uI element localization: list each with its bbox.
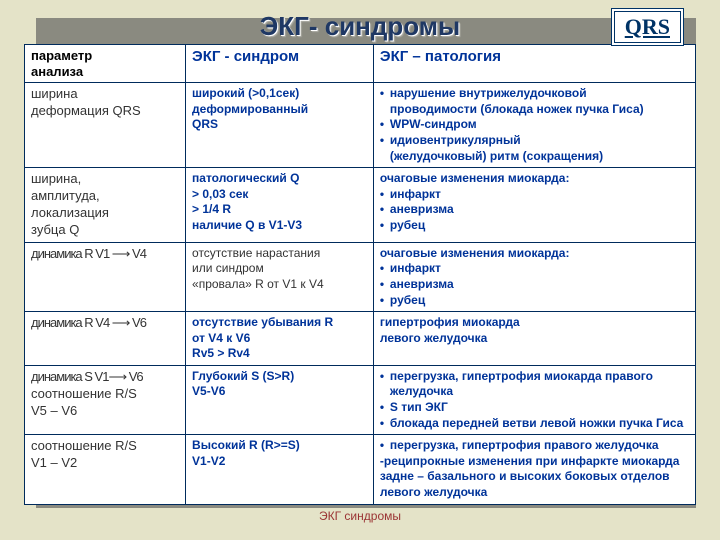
list-item: рубец [380, 293, 689, 309]
page-title: ЭКГ- синдромы [260, 11, 461, 42]
txt: V1-V2 [192, 454, 225, 468]
txt: проводимости (блокада ножек пучка Гиса) [390, 102, 644, 116]
list-item: S тип ЭКГ [380, 400, 689, 416]
txt: задне – базального и высоких боковых отд… [380, 469, 670, 483]
txt: очаговые изменения миокарда: [380, 246, 570, 260]
cell-param: динамика R V4 ⟶ V6 [25, 312, 186, 366]
cell-syndrome: широкий (>0,1сек) деформированный QRS [186, 83, 374, 168]
txt: отсутствие убывания R [192, 315, 333, 329]
txt: (желудочковый) ритм (сокращения) [390, 149, 603, 163]
list-item: рубец [380, 218, 689, 234]
txt: > 1/4 R [192, 202, 231, 216]
cell-syndrome: отсутствие нарастания или синдром «прова… [186, 242, 374, 311]
list-item: перегрузка, гипертрофия миокарда правого… [380, 369, 689, 400]
list-item: инфаркт [380, 261, 689, 277]
table-row: динамика R V1 ⟶ V4 отсутствие нарастания… [25, 242, 696, 311]
cell-param: ширина деформация QRS [25, 83, 186, 168]
header-syndrome: ЭКГ - синдром [186, 45, 374, 83]
footer-text: ЭКГ синдромы [24, 509, 696, 523]
cell-param: динамика R V1 ⟶ V4 [25, 242, 186, 311]
list-item: WPW-синдром [380, 117, 689, 133]
ecg-table: параметр анализа ЭКГ - синдром ЭКГ – пат… [24, 44, 696, 505]
txt: Глубокий S (S>R) [192, 369, 294, 383]
txt: деформация QRS [31, 103, 141, 118]
txt: -реципрокные изменения при инфаркте миок… [380, 454, 680, 468]
cell-syndrome: Высокий R (R>=S) V1-V2 [186, 435, 374, 504]
txt: наличие Q в V1-V3 [192, 218, 302, 232]
cell-pathology: перегрузка, гипертрофия правого желудочк… [373, 435, 695, 504]
txt: динамика S V1⟶ V6 [31, 369, 143, 384]
txt: V1 – V2 [31, 455, 77, 470]
txt: QRS [192, 117, 218, 131]
cell-syndrome: отсутствие убывания R от V4 к V6 Rv5 > R… [186, 312, 374, 366]
txt: динамика R V4 ⟶ V6 [31, 315, 146, 330]
table-row: динамика R V4 ⟶ V6 отсутствие убывания R… [25, 312, 696, 366]
list-item: аневризма [380, 277, 689, 293]
txt: левого желудочка [380, 485, 487, 499]
cell-pathology: очаговые изменения миокарда: инфаркт ане… [373, 242, 695, 311]
txt: от V4 к V6 [192, 331, 250, 345]
txt: ширина, [31, 171, 81, 186]
txt: широкий (>0,1сек) [192, 86, 299, 100]
header-param-l1: параметр [31, 48, 92, 63]
table-row: ширина, амплитуда, локализация зубца Q п… [25, 168, 696, 243]
cell-pathology: перегрузка, гипертрофия миокарда правого… [373, 365, 695, 434]
list-item: инфаркт [380, 187, 689, 203]
qrs-badge: QRS [611, 8, 684, 46]
txt: V5-V6 [192, 384, 225, 398]
txt: нарушение внутрижелудочковой [390, 86, 587, 100]
table-row: ширина деформация QRS широкий (>0,1сек) … [25, 83, 696, 168]
cell-syndrome: Глубокий S (S>R) V5-V6 [186, 365, 374, 434]
txt: Rv5 > Rv4 [192, 346, 250, 360]
cell-pathology: гипертрофия миокарда левого желудочка [373, 312, 695, 366]
table-row: динамика S V1⟶ V6 соотношение R/S V5 – V… [25, 365, 696, 434]
txt: динамика R V1 ⟶ V4 [31, 246, 146, 261]
txt: соотношение R/S [31, 386, 137, 401]
cell-param: соотношение R/S V1 – V2 [25, 435, 186, 504]
txt: деформированный [192, 102, 308, 116]
txt: V5 – V6 [31, 403, 77, 418]
list-item: перегрузка, гипертрофия правого желудочк… [380, 438, 689, 454]
txt: гипертрофия миокарда [380, 315, 520, 329]
slide: ЭКГ- синдромы QRS параметр анализа ЭКГ -… [0, 0, 720, 540]
txt: или синдром [192, 261, 264, 275]
header-param-l2: анализа [31, 64, 83, 79]
list-item: идиовентрикулярный (желудочковый) ритм (… [380, 133, 689, 164]
txt: левого желудочка [380, 331, 487, 345]
cell-param: динамика S V1⟶ V6 соотношение R/S V5 – V… [25, 365, 186, 434]
txt: > 0,03 сек [192, 187, 248, 201]
cell-pathology: очаговые изменения миокарда: инфаркт ане… [373, 168, 695, 243]
txt: амплитуда, [31, 188, 100, 203]
txt: идиовентрикулярный [390, 133, 521, 147]
txt: очаговые изменения миокарда: [380, 171, 570, 185]
header-param: параметр анализа [25, 45, 186, 83]
txt: ширина [31, 86, 78, 101]
txt: желудочка [390, 384, 453, 398]
txt: отсутствие нарастания [192, 246, 320, 260]
qrs-badge-text: QRS [625, 14, 670, 39]
txt: соотношение R/S [31, 438, 137, 453]
header-pathology: ЭКГ – патология [373, 45, 695, 83]
txt: Высокий R (R>=S) [192, 438, 300, 452]
txt: зубца Q [31, 222, 79, 237]
table-header-row: параметр анализа ЭКГ - синдром ЭКГ – пат… [25, 45, 696, 83]
txt: патологический Q [192, 171, 299, 185]
cell-syndrome: патологический Q > 0,03 сек > 1/4 R нали… [186, 168, 374, 243]
txt: перегрузка, гипертрофия миокарда правого [390, 369, 653, 383]
list-item: нарушение внутрижелудочковой проводимост… [380, 86, 689, 117]
txt: локализация [31, 205, 109, 220]
title-row: ЭКГ- синдромы QRS [24, 8, 696, 44]
table-row: соотношение R/S V1 – V2 Высокий R (R>=S)… [25, 435, 696, 504]
cell-pathology: нарушение внутрижелудочковой проводимост… [373, 83, 695, 168]
txt: «провала» R от V1 к V4 [192, 277, 324, 291]
list-item: блокада передней ветви левой ножки пучка… [380, 416, 689, 432]
list-item: аневризма [380, 202, 689, 218]
cell-param: ширина, амплитуда, локализация зубца Q [25, 168, 186, 243]
